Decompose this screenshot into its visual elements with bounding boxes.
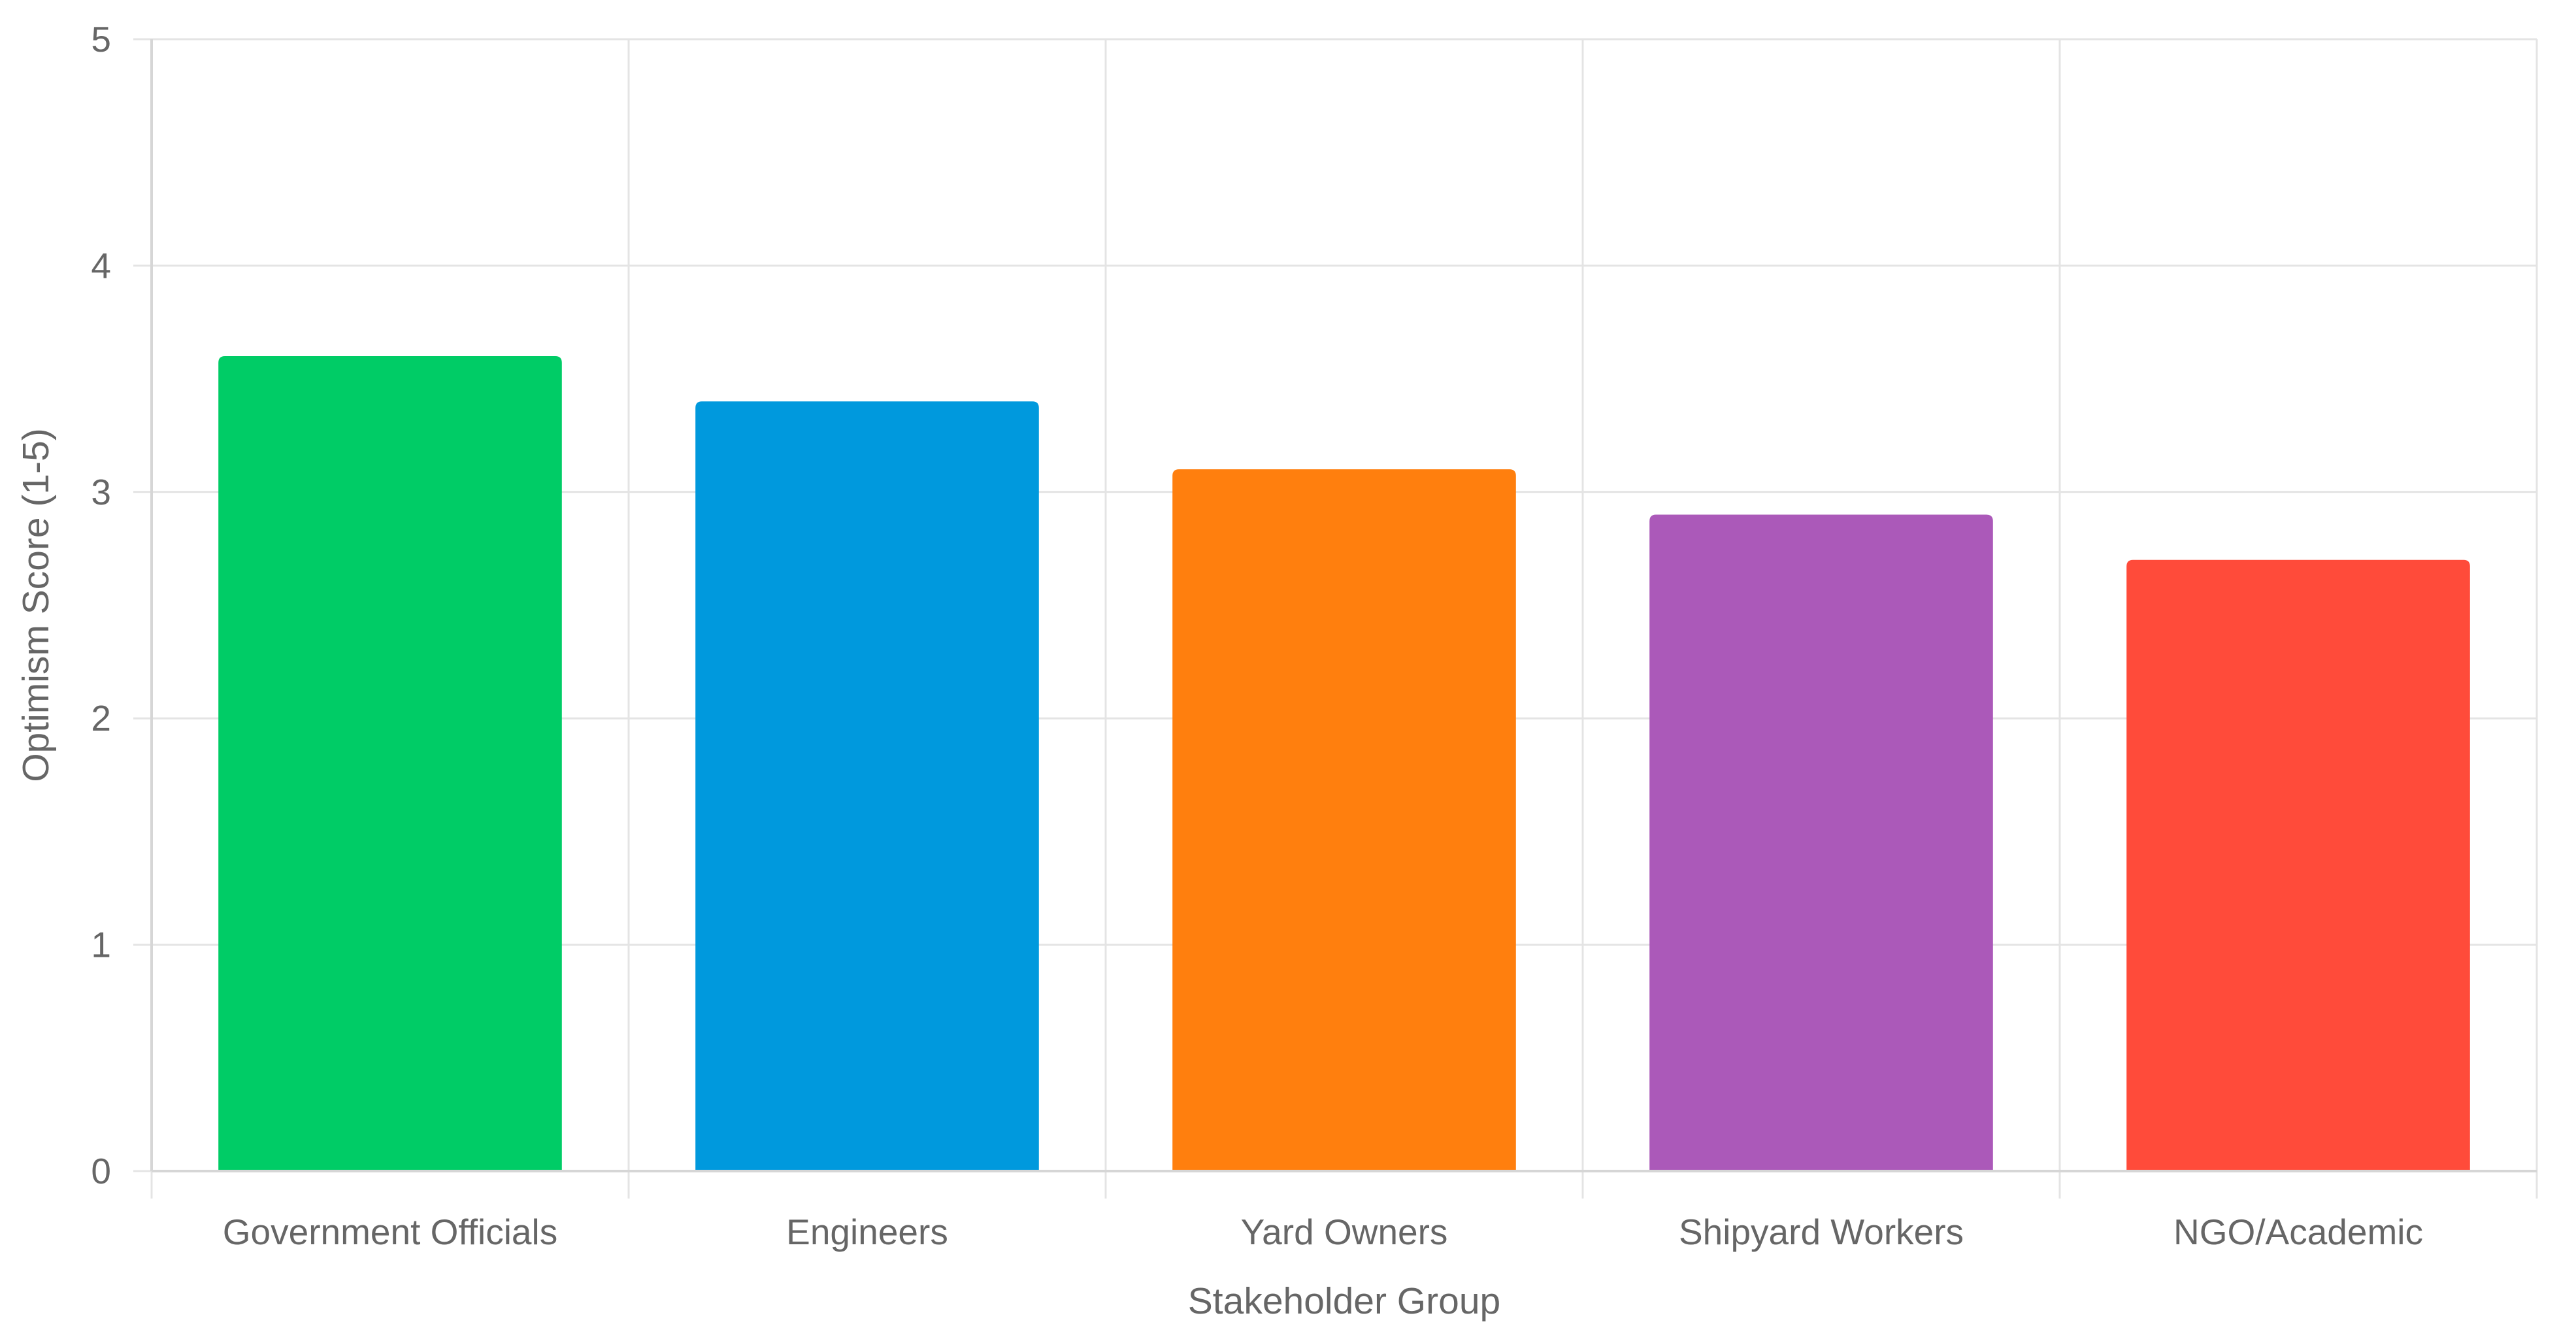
x-axis-title: Stakeholder Group	[1188, 1280, 1500, 1322]
y-tick-label: 2	[91, 698, 111, 738]
tick-labels: 0 1 2 3 4 5 Government Officials Engineers Yard …	[91, 19, 2423, 1252]
y-tick-label: 1	[91, 925, 111, 965]
x-tick-label: Shipyard Workers	[1679, 1212, 1964, 1252]
y-tick-label: 4	[91, 245, 111, 286]
y-tick-label: 3	[91, 472, 111, 512]
x-tick-label: Yard Owners	[1241, 1212, 1448, 1252]
axes	[133, 38, 2538, 1199]
bars	[218, 356, 2470, 1172]
bar-engineers[interactable]	[695, 401, 1039, 1171]
y-axis-title: Optimism Score (1-5)	[15, 428, 57, 782]
bar-government-officials[interactable]	[218, 356, 562, 1172]
x-tick-label: Engineers	[786, 1212, 948, 1252]
x-tick-label: Government Officials	[223, 1212, 558, 1252]
y-tick-label: 0	[91, 1151, 111, 1191]
bar-ngo-academic[interactable]	[2126, 559, 2470, 1171]
bar-yard-owners[interactable]	[1172, 469, 1516, 1172]
y-tick-label: 5	[91, 19, 111, 59]
bar-shipyard-workers[interactable]	[1649, 514, 1993, 1171]
x-tick-label: NGO/Academic	[2173, 1212, 2423, 1252]
